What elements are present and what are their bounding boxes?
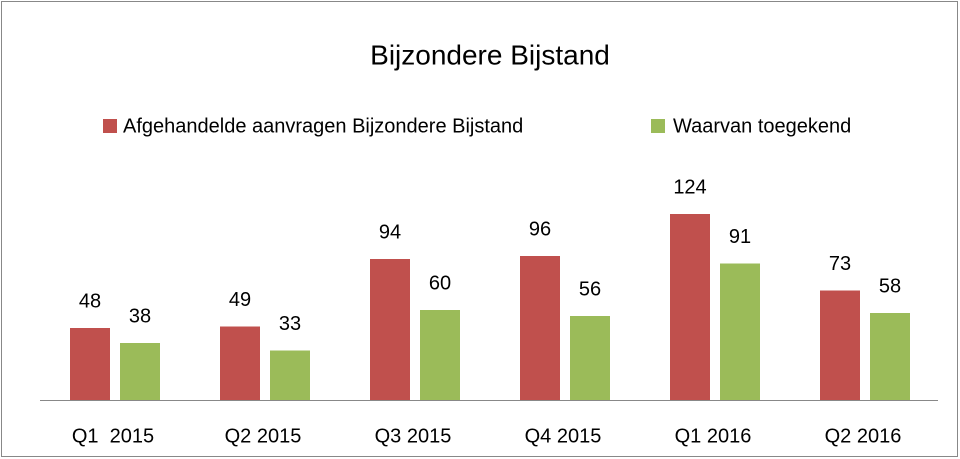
data-label: 48 [79,290,101,312]
bar [720,263,760,400]
data-label: 33 [279,313,301,335]
bar [670,214,710,400]
data-label: 38 [129,305,151,327]
bar [820,290,860,400]
bar [220,326,260,400]
data-label: 49 [229,289,251,311]
bar [420,310,460,400]
bar [870,313,910,400]
bar [120,343,160,400]
data-label: 60 [429,272,451,294]
bar [370,259,410,400]
data-label: 91 [729,226,751,248]
legend-swatch [651,119,665,133]
x-tick-label: Q2 2015 [225,425,302,447]
legend-label: Waarvan toegekend [673,115,851,137]
data-label: 56 [579,278,601,300]
data-label: 96 [529,218,551,240]
data-label: 73 [829,253,851,275]
data-label: 124 [673,176,706,198]
data-label: 58 [879,275,901,297]
bar [270,350,310,400]
legend-label: Afgehandelde aanvragen Bijzondere Bijsta… [123,115,523,137]
x-tick-label: Q1 2016 [675,425,752,447]
bar [70,328,110,400]
x-tick-label: Q2 2016 [825,425,902,447]
data-label: 94 [379,221,401,243]
legend-swatch [103,119,117,133]
x-tick-label: Q4 2015 [525,425,602,447]
x-tick-label: Q1 2015 [72,425,154,447]
chart-title: Bijzondere Bijstand [370,39,610,70]
bar [570,316,610,400]
x-tick-label: Q3 2015 [375,425,452,447]
bar [520,256,560,400]
